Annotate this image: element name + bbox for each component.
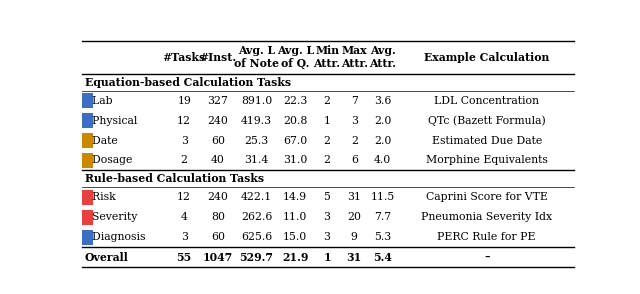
- Text: 67.0: 67.0: [283, 136, 307, 146]
- Text: 21.9: 21.9: [282, 252, 308, 263]
- Text: 262.6: 262.6: [241, 212, 272, 222]
- Text: 529.7: 529.7: [239, 252, 273, 263]
- Text: 2: 2: [323, 136, 330, 146]
- Text: 3.6: 3.6: [374, 96, 391, 106]
- Text: 11.5: 11.5: [371, 192, 395, 202]
- Text: 60: 60: [211, 232, 225, 242]
- Text: 20: 20: [348, 212, 362, 222]
- Text: 12: 12: [177, 192, 191, 202]
- Text: 31: 31: [347, 252, 362, 263]
- Text: 80: 80: [211, 212, 225, 222]
- FancyBboxPatch shape: [83, 230, 93, 245]
- Text: 31: 31: [348, 192, 362, 202]
- Text: #Tasks: #Tasks: [163, 52, 206, 63]
- Text: 11.0: 11.0: [283, 212, 307, 222]
- Text: Min
Attr.: Min Attr.: [314, 46, 340, 69]
- Text: 5.3: 5.3: [374, 232, 391, 242]
- Text: 40: 40: [211, 156, 225, 166]
- Text: PERC Rule for PE: PERC Rule for PE: [438, 232, 536, 242]
- Text: 19: 19: [177, 96, 191, 106]
- Text: 419.3: 419.3: [241, 116, 272, 126]
- Text: Max
Attr.: Max Attr.: [340, 46, 368, 69]
- Text: 5.4: 5.4: [373, 252, 392, 263]
- Text: 2: 2: [323, 96, 330, 106]
- Text: 422.1: 422.1: [241, 192, 272, 202]
- Text: Date: Date: [85, 136, 118, 146]
- Text: 25.3: 25.3: [244, 136, 269, 146]
- Text: 891.0: 891.0: [241, 96, 272, 106]
- Text: 14.9: 14.9: [284, 192, 307, 202]
- Text: 1: 1: [323, 116, 330, 126]
- Text: 2: 2: [351, 136, 358, 146]
- Text: 3: 3: [180, 136, 188, 146]
- Text: Avg. L
of Q.: Avg. L of Q.: [276, 45, 314, 69]
- FancyBboxPatch shape: [83, 133, 93, 148]
- Text: Example Calculation: Example Calculation: [424, 52, 549, 63]
- Text: 3: 3: [323, 232, 330, 242]
- Text: 4: 4: [180, 212, 188, 222]
- Text: 2: 2: [323, 156, 330, 166]
- Text: 2.0: 2.0: [374, 136, 391, 146]
- Text: Risk: Risk: [85, 192, 116, 202]
- Text: 5: 5: [324, 192, 330, 202]
- FancyBboxPatch shape: [83, 113, 93, 128]
- FancyBboxPatch shape: [83, 93, 93, 108]
- Text: Rule-based Calculation Tasks: Rule-based Calculation Tasks: [85, 173, 264, 184]
- Text: 7.7: 7.7: [374, 212, 391, 222]
- Text: Diagnosis: Diagnosis: [85, 232, 145, 242]
- Text: Overall: Overall: [85, 252, 129, 263]
- Text: Avg. L
of Note: Avg. L of Note: [234, 46, 279, 69]
- Text: #Inst.: #Inst.: [199, 52, 236, 63]
- Text: 4.0: 4.0: [374, 156, 391, 166]
- Text: 327: 327: [207, 96, 228, 106]
- Text: Equation-based Calculation Tasks: Equation-based Calculation Tasks: [85, 77, 291, 88]
- Text: QTc (Bazett Formula): QTc (Bazett Formula): [428, 115, 545, 126]
- Text: Dosage: Dosage: [85, 156, 132, 166]
- FancyBboxPatch shape: [83, 190, 93, 205]
- Text: Physical: Physical: [85, 116, 138, 126]
- Text: 22.3: 22.3: [283, 96, 307, 106]
- Text: 31.0: 31.0: [283, 156, 307, 166]
- Text: 3: 3: [323, 212, 330, 222]
- Text: –: –: [484, 252, 490, 263]
- Text: 31.4: 31.4: [244, 156, 269, 166]
- Text: 2.0: 2.0: [374, 116, 391, 126]
- Text: 20.8: 20.8: [283, 116, 307, 126]
- Text: Morphine Equivalents: Morphine Equivalents: [426, 156, 548, 166]
- Text: 240: 240: [207, 116, 228, 126]
- Text: 12: 12: [177, 116, 191, 126]
- Text: 3: 3: [351, 116, 358, 126]
- Text: Pneumonia Severity Idx: Pneumonia Severity Idx: [421, 212, 552, 222]
- Text: 6: 6: [351, 156, 358, 166]
- Text: LDL Concentration: LDL Concentration: [434, 96, 540, 106]
- Text: Avg.
Attr.: Avg. Attr.: [369, 46, 396, 69]
- FancyBboxPatch shape: [83, 210, 93, 225]
- Text: 625.6: 625.6: [241, 232, 272, 242]
- FancyBboxPatch shape: [83, 153, 93, 168]
- Text: Severity: Severity: [85, 212, 138, 222]
- Text: 55: 55: [177, 252, 192, 263]
- Text: Estimated Due Date: Estimated Due Date: [431, 136, 542, 146]
- Text: 1: 1: [323, 252, 331, 263]
- Text: 2: 2: [180, 156, 188, 166]
- Text: 7: 7: [351, 96, 358, 106]
- Text: Caprini Score for VTE: Caprini Score for VTE: [426, 192, 548, 202]
- Text: 9: 9: [351, 232, 358, 242]
- Text: 3: 3: [180, 232, 188, 242]
- Text: 15.0: 15.0: [283, 232, 307, 242]
- Text: 240: 240: [207, 192, 228, 202]
- Text: 1047: 1047: [203, 252, 233, 263]
- Text: 60: 60: [211, 136, 225, 146]
- Text: Lab: Lab: [85, 96, 113, 106]
